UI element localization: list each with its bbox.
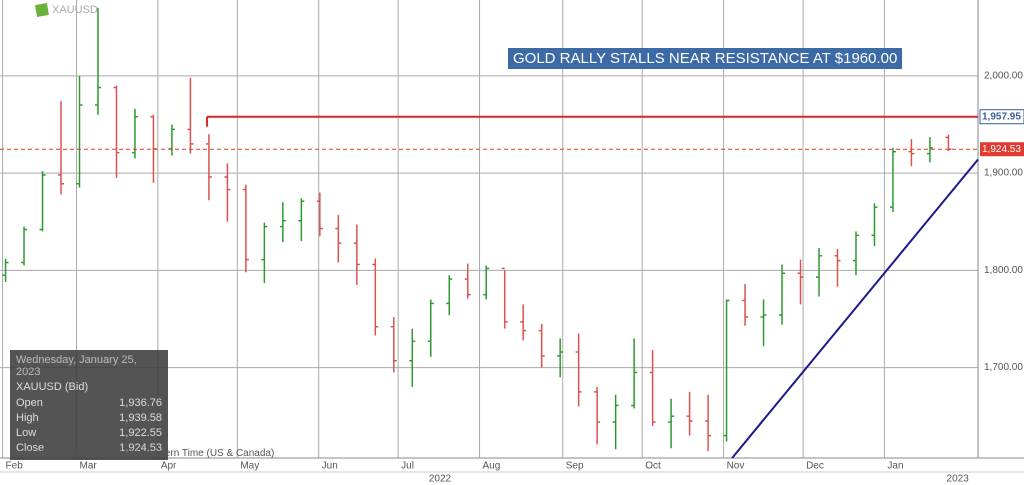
- x-tick-label: Jun: [322, 461, 338, 472]
- tooltip-row: Low 1,922.55: [16, 426, 162, 441]
- x-tick-label: Jul: [401, 461, 414, 472]
- x-tick-label: Aug: [483, 461, 501, 472]
- ohlc-tooltip: Wednesday, January 25, 2023 XAUUSD (Bid)…: [10, 350, 168, 460]
- tooltip-value: 1,922.55: [119, 427, 162, 439]
- last-price-label: 1,924.53: [982, 144, 1021, 155]
- y-tick-label: 1,900.00: [984, 168, 1023, 179]
- x-tick-label: Apr: [161, 461, 177, 472]
- tooltip-label: Open: [16, 397, 43, 409]
- footer-tz: Time Zone: Eastern Time (US & Canada): [91, 448, 275, 459]
- tooltip-value: 1,939.58: [119, 412, 162, 424]
- tooltip-label: Low: [16, 427, 37, 439]
- symbol-text: XAUUSD: [52, 4, 98, 16]
- symbol-label: XAUUSD: [35, 3, 98, 17]
- x-tick-label: Jan: [887, 461, 903, 472]
- tooltip-row: Open 1,936.76: [16, 396, 162, 411]
- tooltip-value: 1,936.76: [119, 397, 162, 409]
- x-tick-label: May: [240, 461, 259, 472]
- tooltip-row: Close 1,924.53: [16, 441, 162, 456]
- tooltip-instrument: XAUUSD (Bid): [16, 381, 89, 393]
- symbol-icon: [35, 3, 49, 17]
- x-tick-label: Sep: [566, 461, 584, 472]
- y-tick-label: 1,700.00: [984, 362, 1023, 373]
- y-tick-label: 2,000.00: [984, 70, 1023, 81]
- tooltip-label: Close: [16, 442, 45, 454]
- resistance-label: 1,957.95: [982, 111, 1021, 122]
- footer-note: Indicative price: [14, 448, 81, 459]
- year-label: 2023: [947, 474, 970, 485]
- x-tick-label: Oct: [645, 461, 661, 472]
- x-tick-label: Nov: [727, 461, 745, 472]
- x-tick-label: Mar: [79, 461, 97, 472]
- y-tick-label: 1,800.00: [984, 265, 1023, 276]
- tooltip-label: High: [16, 412, 39, 424]
- trendline: [731, 158, 979, 459]
- headline: GOLD RALLY STALLS NEAR RESISTANCE AT $19…: [508, 48, 903, 69]
- footer: Indicative price Time Zone: Eastern Time…: [14, 448, 274, 459]
- x-tick-label: Feb: [6, 461, 24, 472]
- tooltip-row: High 1,939.58: [16, 411, 162, 426]
- year-label: 2022: [429, 474, 452, 485]
- price-tag: [980, 142, 1024, 157]
- price-tag: [979, 109, 1024, 125]
- x-tick-label: Dec: [806, 461, 824, 472]
- tooltip-value: 1,924.53: [119, 442, 162, 454]
- tooltip-date: Wednesday, January 25, 2023: [16, 354, 137, 378]
